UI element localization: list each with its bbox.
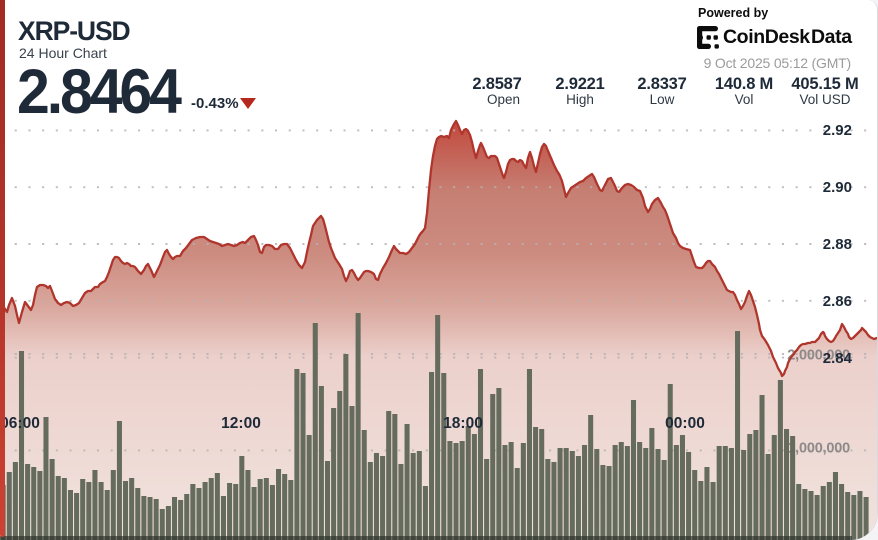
svg-text:1,000,000: 1,000,000 xyxy=(787,441,850,457)
svg-text:2,000,000: 2,000,000 xyxy=(787,348,850,364)
